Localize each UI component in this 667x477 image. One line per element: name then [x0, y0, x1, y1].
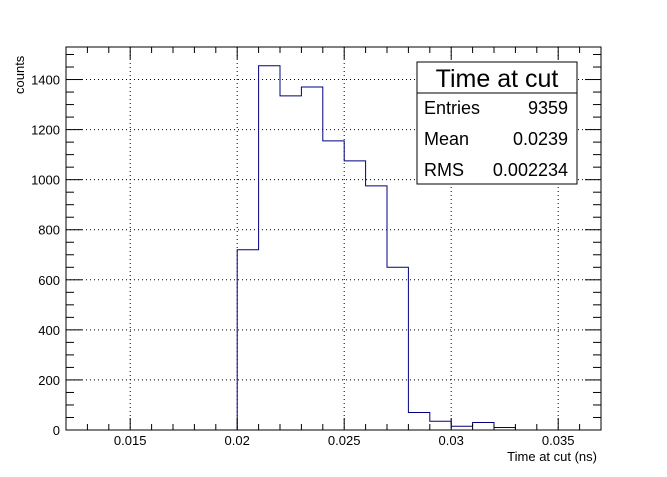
stats-mean-value: 0.0239	[513, 129, 568, 149]
stats-box-title: Time at cut	[436, 65, 559, 93]
y-tick-label: 800	[38, 223, 60, 238]
x-tick-labels: 0.015 0.02 0.025 0.03 0.035	[114, 433, 575, 448]
y-tick-label: 1400	[31, 73, 60, 88]
plot-frame	[65, 46, 602, 431]
x-tick-label: 0.03	[439, 433, 464, 448]
y-tick-label: 1000	[31, 173, 60, 188]
y-tick-label: 600	[38, 273, 60, 288]
y-axis-label: counts	[12, 55, 27, 94]
stats-box: Time at cut Entries 9359 Mean 0.0239 RMS…	[416, 61, 578, 185]
axis-ticks	[65, 47, 602, 431]
stats-rms-value: 0.002234	[493, 160, 568, 180]
y-tick-label: 0	[53, 423, 60, 438]
stats-rms-label: RMS	[424, 160, 464, 180]
stats-entries-value: 9359	[528, 98, 568, 118]
x-tick-label: 0.035	[542, 433, 575, 448]
y-tick-label: 400	[38, 323, 60, 338]
stats-box-frame	[416, 61, 578, 185]
x-tick-label: 0.025	[328, 433, 361, 448]
y-tick-label: 1200	[31, 123, 60, 138]
x-tick-label: 0.015	[114, 433, 147, 448]
y-tick-label: 200	[38, 373, 60, 388]
stats-entries-label: Entries	[424, 98, 480, 118]
stats-mean-label: Mean	[424, 129, 469, 149]
x-axis-label: Time at cut (ns)	[507, 449, 597, 464]
x-tick-label: 0.02	[225, 433, 250, 448]
y-tick-labels: 0 200 400 600 800 1000 1200 1400	[31, 73, 60, 438]
